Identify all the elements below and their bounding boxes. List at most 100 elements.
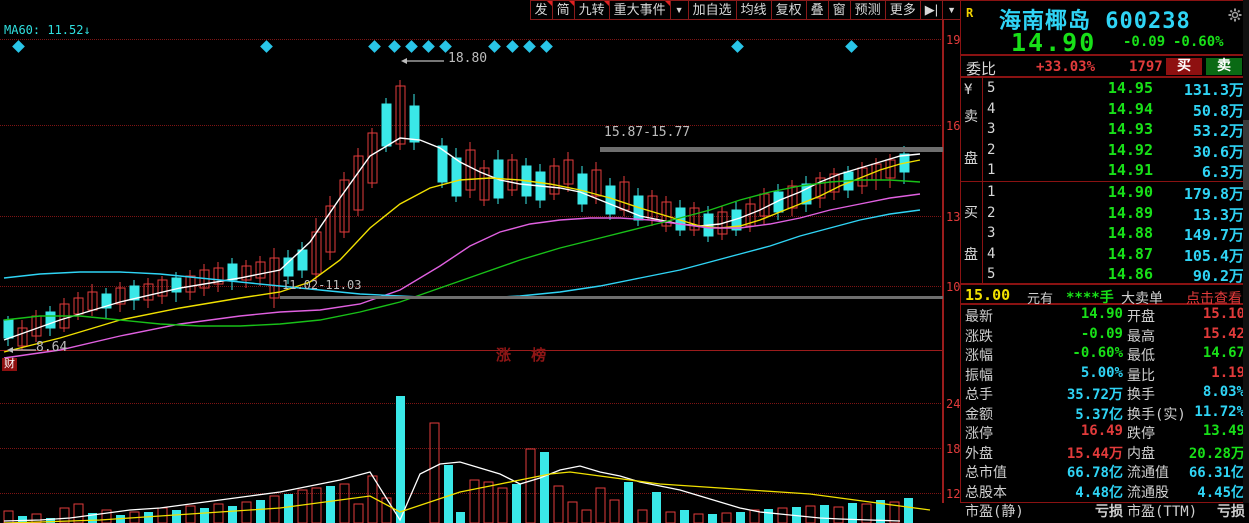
last-price: 14.90 (1011, 28, 1097, 57)
toolbar-btn-window[interactable]: 窗 (827, 0, 851, 20)
gear-icon[interactable] (1228, 7, 1242, 22)
big-order-price: 15.00 (965, 286, 1011, 304)
sell-button[interactable]: 卖 (1206, 58, 1242, 75)
orderbook-row-buy5[interactable]: 5 14.86 90.2万 (983, 264, 1249, 285)
orderbook-row-buy3[interactable]: 3 14.88 149.7万 (983, 223, 1249, 244)
orderbook-row-sell5[interactable]: 5 14.95 131.3万 (983, 78, 1249, 99)
toolbar-btn-add-watchlist[interactable]: 加自选 (687, 0, 737, 20)
stat-key: 总市值 (965, 465, 1007, 481)
stat-value: 35.72万 (1066, 387, 1123, 403)
stat-key: 换手(实) (1127, 406, 1186, 423)
level: 3 (987, 121, 996, 137)
toolbar-btn-fa[interactable]: 发 (529, 0, 553, 20)
volume: 6.3万 (1201, 163, 1244, 181)
price: 14.86 (1107, 265, 1153, 283)
price-change-pct: -0.60% (1173, 34, 1224, 50)
orderbook-row-buy4[interactable]: 4 14.87 105.4万 (983, 244, 1249, 265)
stat-value: 16.49 (1080, 423, 1123, 439)
stat-value: 1.19 (1211, 364, 1245, 381)
panel-scrollbar[interactable] (1243, 0, 1249, 503)
top-toolbar: 发 简 九转 重大事件 ▼ 加自选 均线 复权 叠 窗 预测 更多 ▶| ▼ (0, 0, 961, 20)
toolbar-more-dropdown-icon[interactable]: ▼ (942, 0, 961, 20)
orderbook-row-sell4[interactable]: 4 14.94 50.8万 (983, 99, 1249, 120)
scrollbar-thumb[interactable] (1243, 120, 1249, 190)
stat-value: 5.37亿 (1075, 406, 1123, 423)
toolbar-forward-icon[interactable]: ▶| (919, 0, 944, 20)
price: 14.87 (1107, 244, 1153, 263)
gridline-18151 (0, 448, 943, 449)
annotation-high: 18.80 (448, 51, 488, 66)
orderbook-row-buy1[interactable]: 1 14.90 179.8万 (983, 182, 1249, 203)
chart-watermark: 涨 榜 (496, 347, 555, 364)
stats-table: 最新 14.90 开盘 15.10 涨跌 -0.09 最高 15.42 涨幅 -… (960, 304, 1249, 520)
orderbook-row-buy2[interactable]: 2 14.89 13.3万 (983, 203, 1249, 224)
buy-button[interactable]: 买 (1166, 58, 1202, 75)
toolbar-btn-adjust[interactable]: 复权 (770, 0, 807, 20)
stat-key: 最低 (1127, 348, 1155, 364)
level: 2 (987, 141, 996, 158)
sell-label-1: 卖 (964, 109, 978, 125)
price: 14.88 (1107, 224, 1153, 242)
stat-value: 13.49 (1202, 423, 1245, 439)
gridline-1092 (0, 286, 943, 287)
finance-badge[interactable]: 财 (2, 358, 17, 371)
toolbar-btn-major-events[interactable]: 重大事件 (608, 0, 671, 20)
volume: 179.8万 (1183, 185, 1244, 203)
toolbar-btn-jian[interactable]: 简 (551, 0, 575, 20)
stats-row: 最新 14.90 开盘 15.10 (961, 305, 1249, 325)
price: 14.92 (1107, 140, 1153, 159)
orderbook-row-sell1[interactable]: 1 14.91 6.3万 (983, 160, 1249, 181)
big-order-action[interactable]: 点击查看 (1186, 291, 1242, 307)
toolbar-left-group: 发 简 九转 重大事件 ▼ 加自选 均线 复权 叠 窗 预测 更多 ▶| ▼ (529, 0, 961, 20)
buy-label-1: 买 (964, 205, 978, 221)
stat-value: 15.10 (1202, 306, 1245, 322)
stat-value: 15.44万 (1066, 445, 1123, 462)
stat-value: 4.45亿 (1197, 484, 1245, 501)
big-order-qty: ****手 (1066, 290, 1114, 306)
level: 2 (987, 204, 996, 221)
gap-band-lower (280, 296, 943, 299)
toolbar-btn-more[interactable]: 更多 (884, 0, 921, 20)
level: 5 (987, 80, 996, 96)
stat-value: 66.31亿 (1188, 465, 1245, 481)
ma60-label: MA60: 11.52↓ (4, 23, 91, 37)
price: 14.94 (1107, 99, 1153, 118)
volume: 131.3万 (1183, 81, 1244, 99)
quote-panel: R 海南椰岛 600238 14.90 -0.09 -0.60% 委比 +33.… (960, 0, 1249, 520)
chart-right-border (942, 20, 943, 503)
toolbar-btn-jiuzhuan[interactable]: 九转 (573, 0, 610, 20)
stat-key: 涨停 (965, 426, 993, 442)
toolbar-btn-overlay[interactable]: 叠 (805, 0, 829, 20)
stat-key: 市盈(静) (965, 504, 1024, 520)
toolbar-btn-forecast[interactable]: 预测 (849, 0, 886, 20)
pane-divider (0, 350, 943, 351)
stat-value: -0.60% (1072, 345, 1123, 361)
annotation-gap-upper: 15.87-15.77 (604, 125, 691, 140)
orderbook-row-sell3[interactable]: 3 14.93 53.2万 (983, 119, 1249, 140)
stat-value: 8.03% (1202, 384, 1245, 400)
kline-chart[interactable]: MA60: 11.52↓ (0, 20, 943, 523)
quote-header: R 海南椰岛 600238 14.90 -0.09 -0.60% (960, 0, 1249, 57)
toolbar-btn-ma[interactable]: 均线 (735, 0, 772, 20)
annotation-gap-lower: 11.02-11.03 (282, 278, 362, 292)
stat-key: 振幅 (965, 367, 993, 384)
level: 3 (987, 225, 996, 241)
stat-key: 最新 (965, 309, 993, 325)
stat-value: 66.78亿 (1066, 465, 1123, 481)
stat-key: 开盘 (1127, 309, 1155, 325)
stat-key: 量比 (1127, 367, 1155, 384)
stats-row: 总市值 66.78亿 流通值 66.31亿 (961, 461, 1249, 481)
volume: 13.3万 (1192, 205, 1244, 224)
buy-label-2: 盘 (964, 247, 978, 263)
big-order-alert[interactable]: 15.00 元有 ****手 大卖单 点击查看 (960, 284, 1249, 307)
stock-name-code[interactable]: 海南椰岛 600238 (999, 9, 1191, 34)
stat-value: 5.00% (1080, 364, 1123, 381)
volume: 105.4万 (1183, 246, 1244, 265)
stat-key: 最高 (1127, 328, 1155, 345)
volume: 149.7万 (1183, 226, 1244, 244)
toolbar-events-dropdown-icon[interactable]: ▼ (669, 0, 689, 20)
orderbook-row-sell2[interactable]: 2 14.92 30.6万 (983, 140, 1249, 161)
sell-label-2: 盘 (964, 151, 978, 167)
stats-row: 总股本 4.48亿 流通股 4.45亿 (961, 481, 1249, 501)
stat-value: 14.67 (1202, 345, 1245, 361)
